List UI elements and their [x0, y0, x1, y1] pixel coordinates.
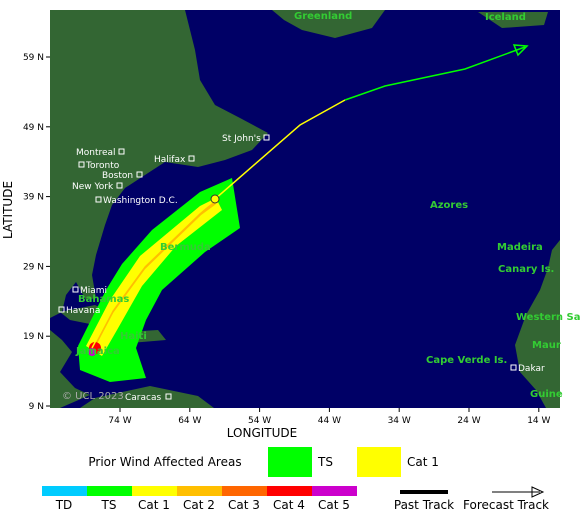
y-tick-label: 19 N	[23, 332, 44, 342]
scale-label: Cat 2	[183, 498, 215, 512]
legend-label: Past Track	[394, 498, 454, 512]
y-tick-label: 39 N	[23, 193, 44, 203]
city-label: Toronto	[85, 161, 120, 171]
city-markers	[58, 134, 517, 400]
legend-label: TS	[317, 455, 333, 469]
land	[272, 10, 385, 38]
wind-swath-ts	[78, 178, 240, 382]
legend-title: Prior Wind Affected Areas	[88, 455, 241, 469]
scale-label: Cat 4	[273, 498, 305, 512]
place-label: Iceland	[485, 12, 526, 23]
land	[50, 10, 268, 318]
y-tick-label: 9 N	[29, 402, 44, 412]
place-label: Bermuda	[160, 242, 211, 253]
city-label: St John's	[222, 134, 261, 144]
place-label: Greenland	[294, 11, 352, 22]
scale-swatch	[222, 486, 267, 496]
place-label: Guine	[530, 389, 563, 400]
city-label: New York	[72, 182, 114, 192]
scale-swatch	[42, 486, 87, 496]
city-label: Dakar	[518, 364, 545, 374]
city-label: Boston	[102, 171, 133, 181]
land	[50, 330, 90, 408]
city-label: Washington D.C.	[103, 196, 178, 206]
scale-swatch	[87, 486, 132, 496]
place-label: Madeira	[497, 242, 543, 253]
axes: LONGITUDE LATITUDE 59 N 49 N 39 N 29 N 19 N 9…	[1, 53, 551, 440]
land	[80, 386, 214, 408]
x-tick-label: 24 W	[457, 416, 480, 426]
land	[478, 12, 548, 28]
forecast-track	[344, 46, 526, 101]
scale-label: TD	[55, 498, 73, 512]
x-tick-label: 74 W	[108, 416, 131, 426]
scale-label: Cat 3	[228, 498, 260, 512]
copyright: © UCL 2023	[62, 391, 124, 402]
city-label: Caracas	[125, 393, 161, 403]
scale-label: Cat 1	[138, 498, 170, 512]
scale-swatch	[177, 486, 222, 496]
place-label: Jamaica	[75, 346, 120, 357]
past-track	[91, 99, 346, 349]
y-tick-label: 29 N	[23, 262, 44, 272]
map: Greenland Iceland Bermuda Azores Madeira…	[50, 10, 580, 408]
city-label: Havana	[66, 306, 100, 316]
forecast-arrow	[512, 44, 529, 57]
scale-label: TS	[101, 498, 117, 512]
x-tick-label: 34 W	[388, 416, 411, 426]
legend-label: Forecast Track	[463, 498, 549, 512]
legend: Prior Wind Affected Areas TS Cat 1 Past …	[42, 447, 549, 512]
wind-swath-cat2	[90, 201, 216, 351]
city-label: Halifax	[154, 155, 186, 165]
place-label: Western Sah	[516, 312, 580, 323]
x-axis-label: LONGITUDE	[227, 426, 297, 440]
legend-swatch	[268, 447, 312, 477]
storm-position	[210, 194, 220, 204]
legend-swatch	[357, 447, 401, 477]
y-tick-label: 49 N	[23, 123, 44, 133]
scale-swatch	[132, 486, 177, 496]
x-tick-label: 44 W	[318, 416, 341, 426]
legend-label: Cat 1	[407, 455, 439, 469]
land	[515, 240, 560, 408]
place-label: Azores	[430, 200, 468, 211]
city-label: Miami	[80, 286, 107, 296]
x-tick-label: 64 W	[178, 416, 201, 426]
scale-swatch	[267, 486, 312, 496]
x-tick-label: 54 W	[248, 416, 271, 426]
place-label: Bahamas	[78, 294, 129, 305]
wind-swath-cat5	[88, 348, 96, 356]
scale-label: Cat 5	[318, 498, 350, 512]
place-label: Haiti	[120, 331, 147, 342]
forecast-arrow-sample	[531, 486, 545, 498]
scale-swatch	[312, 486, 357, 496]
place-label: Cape Verde Is.	[426, 355, 507, 366]
wind-swath-cat1	[86, 198, 222, 356]
place-label: Maur	[532, 340, 561, 351]
y-axis-label: LATITUDE	[1, 181, 15, 239]
city-label: Montreal	[76, 148, 116, 158]
place-label: Canary Is.	[498, 264, 554, 275]
x-tick-label: 14 W	[527, 416, 550, 426]
y-tick-label: 59 N	[23, 53, 44, 63]
